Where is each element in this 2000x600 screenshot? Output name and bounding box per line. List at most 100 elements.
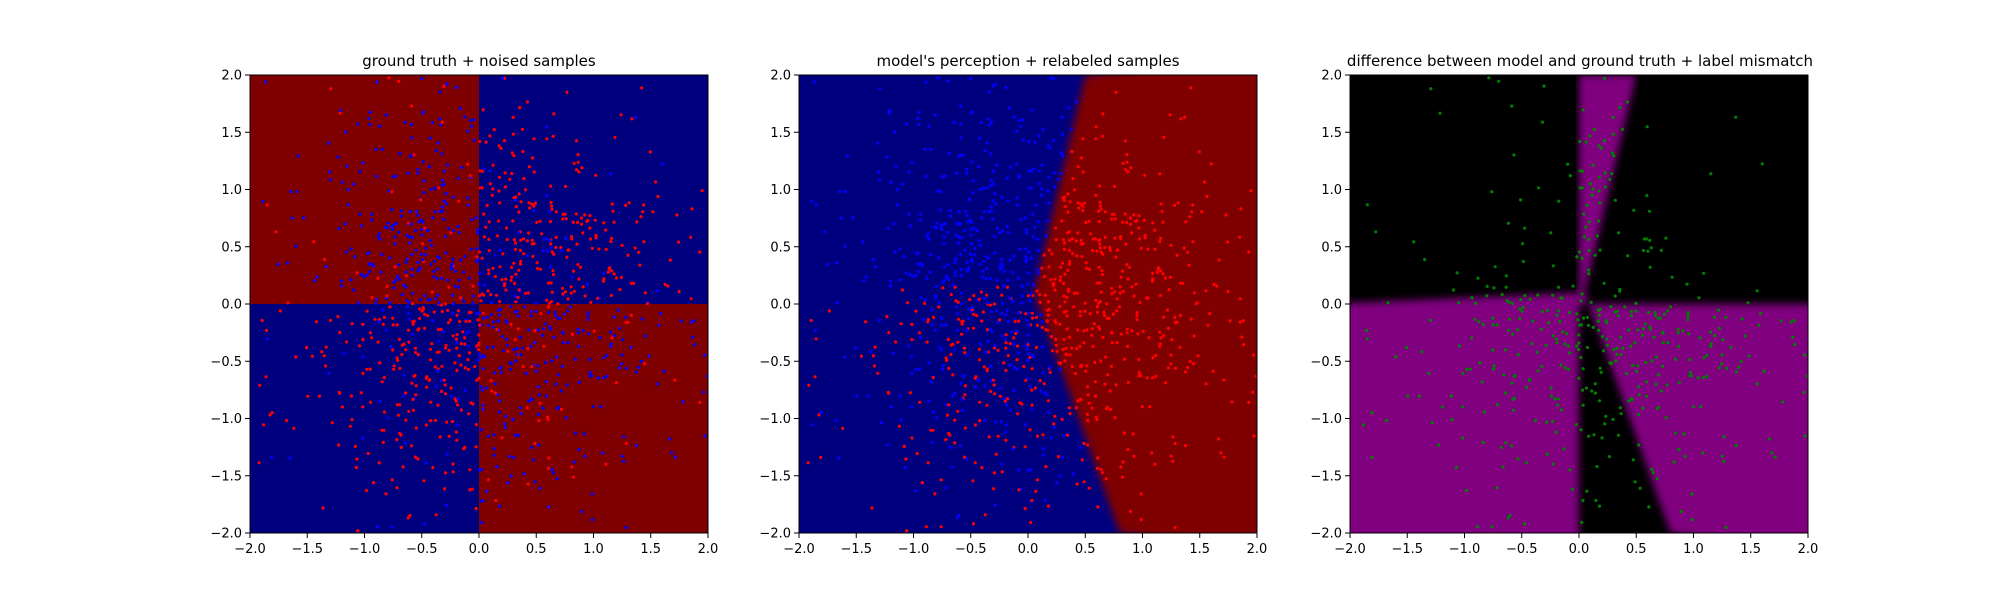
sample-point	[555, 355, 559, 359]
mismatch-point	[1492, 364, 1496, 368]
relabeled-point	[1024, 255, 1028, 259]
relabeled-point	[940, 223, 945, 227]
mismatch-point	[1636, 364, 1640, 368]
mismatch-point	[1550, 419, 1555, 424]
relabeled-point	[1093, 237, 1098, 241]
relabeled-point	[1171, 459, 1175, 463]
sample-point	[476, 358, 480, 362]
sample-point	[566, 309, 570, 313]
sample-point	[689, 297, 693, 301]
sample-point	[414, 229, 418, 233]
sample-point	[639, 215, 643, 219]
sample-point	[435, 277, 439, 281]
sample-point	[442, 378, 446, 382]
sample-point	[375, 525, 379, 529]
relabeled-point	[910, 161, 914, 165]
mismatch-point	[1417, 394, 1421, 398]
sample-point	[624, 315, 628, 319]
sample-point	[539, 312, 543, 316]
relabeled-point	[1150, 451, 1154, 455]
sample-point	[427, 165, 432, 169]
relabeled-point	[985, 328, 989, 332]
sample-point	[500, 436, 504, 440]
sample-point	[416, 213, 420, 217]
mismatch-point	[1617, 231, 1621, 235]
relabeled-point	[943, 222, 947, 226]
sample-point	[389, 345, 393, 349]
sample-point	[433, 365, 437, 369]
sample-point	[494, 498, 498, 503]
sample-point	[663, 282, 667, 287]
mismatch-point	[1592, 128, 1596, 132]
sample-point	[400, 352, 404, 357]
relabeled-point	[970, 110, 974, 114]
sample-point	[350, 418, 354, 422]
mismatch-point	[1641, 248, 1645, 253]
relabeled-point	[1000, 293, 1004, 297]
mismatch-point	[1683, 454, 1687, 458]
sample-point	[609, 342, 613, 346]
sample-point	[437, 301, 441, 305]
relabeled-point	[925, 340, 929, 344]
mismatch-point	[1686, 311, 1690, 315]
mismatch-point	[1734, 115, 1738, 119]
sample-point	[466, 162, 470, 166]
sample-point	[365, 251, 370, 256]
mismatch-point	[1597, 313, 1601, 317]
sample-point	[410, 267, 414, 272]
sample-point	[660, 162, 664, 166]
mismatch-point	[1578, 139, 1582, 144]
x-tick-label: −0.5	[1506, 542, 1538, 557]
relabeled-point	[843, 355, 847, 359]
sample-point	[541, 333, 545, 337]
mismatch-point	[1523, 226, 1527, 230]
relabeled-point	[944, 323, 948, 327]
relabeled-point	[1002, 269, 1006, 273]
relabeled-point	[947, 277, 951, 281]
y-tick-label: −1.0	[1310, 412, 1342, 427]
relabeled-point	[1026, 468, 1030, 472]
sample-point	[340, 180, 344, 184]
sample-point	[564, 416, 568, 420]
relabeled-point	[1114, 383, 1118, 387]
sample-point	[429, 243, 434, 247]
mismatch-point	[1491, 316, 1495, 320]
relabeled-point	[996, 434, 1000, 438]
relabeled-point	[926, 461, 930, 465]
relabeled-point	[1215, 284, 1219, 288]
relabeled-point	[886, 226, 890, 231]
relabeled-point	[977, 378, 981, 382]
relabeled-point	[996, 348, 1000, 352]
sample-point	[434, 513, 438, 517]
sample-point	[610, 202, 614, 206]
sample-point	[358, 212, 362, 216]
sample-point	[367, 262, 371, 266]
sample-point	[536, 266, 540, 271]
relabeled-point	[914, 273, 918, 277]
mismatch-point	[1720, 454, 1724, 458]
mismatch-point	[1650, 359, 1654, 363]
relabeled-point	[960, 302, 964, 306]
relabeled-point	[1001, 301, 1005, 306]
sample-point	[517, 268, 521, 272]
mismatch-point	[1519, 298, 1523, 302]
sample-point	[454, 430, 458, 434]
relabeled-point	[1017, 174, 1021, 178]
relabeled-point	[977, 136, 981, 140]
sample-point	[451, 334, 455, 338]
relabeled-point	[1006, 354, 1010, 358]
relabeled-point	[907, 212, 911, 216]
relabeled-point	[1101, 112, 1105, 116]
sample-point	[606, 270, 610, 274]
y-tick-label: 0.0	[1321, 298, 1342, 313]
sample-point	[698, 400, 702, 404]
sample-point	[546, 466, 551, 470]
relabeled-point	[965, 260, 969, 264]
sample-point	[481, 316, 486, 320]
relabeled-point	[1016, 310, 1020, 315]
mismatch-point	[1605, 321, 1609, 325]
mismatch-point	[1551, 264, 1555, 268]
mismatch-point	[1626, 254, 1630, 258]
sample-point	[497, 504, 502, 508]
mismatch-point	[1533, 418, 1537, 423]
